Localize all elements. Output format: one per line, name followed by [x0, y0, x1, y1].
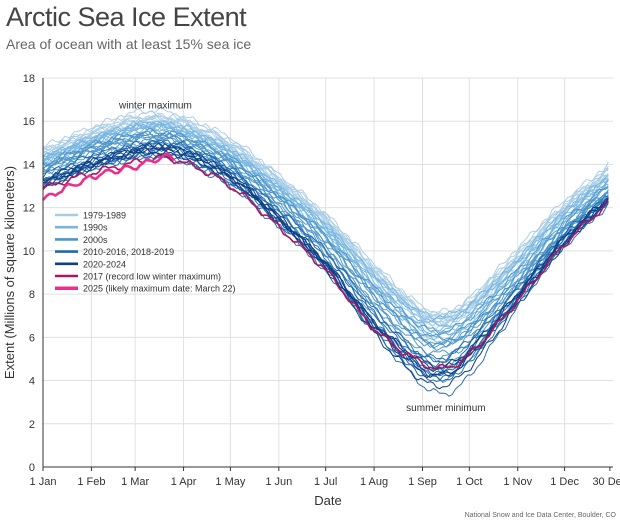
y-tick-label: 10	[23, 246, 35, 258]
chart-annotation: summer minimum	[406, 403, 485, 414]
y-tick-label: 14	[23, 159, 35, 171]
series-line-2017	[42, 153, 609, 370]
y-tick-label: 8	[29, 289, 35, 301]
x-tick-label: 1 Apr	[171, 476, 197, 488]
legend-label: 1979-1989	[83, 211, 126, 221]
series-line-2024	[42, 142, 609, 379]
series-line-1994	[42, 121, 609, 328]
x-tick-label: 1 Jan	[30, 476, 57, 488]
series-line-2021	[42, 147, 609, 370]
legend-label: 2025 (likely maximum date: March 22)	[83, 284, 236, 294]
chart-subtitle: Area of ocean with at least 15% sea ice	[6, 36, 252, 52]
legend-label: 2020-2024	[83, 259, 126, 269]
x-axis-label: Date	[314, 493, 341, 508]
series-line-1996	[42, 123, 609, 320]
x-tick-label: 1 May	[215, 476, 245, 488]
series-lines	[42, 106, 609, 397]
x-tick-label: 30 Dec	[592, 476, 620, 488]
axes: 0 2 4 6 8 10 12 14 16 18 1 Jan 1 Feb 1 Mar 1 Apr 1 May…	[2, 73, 620, 508]
x-tick-label: 1 Feb	[77, 476, 105, 488]
x-tick-label: 1 Oct	[456, 476, 482, 488]
series-line-2025	[42, 152, 176, 201]
x-tick-label: 1 Mar	[121, 476, 149, 488]
source-credit: National Snow and Ice Data Center, Bould…	[464, 512, 616, 519]
y-tick-label: 0	[29, 462, 35, 474]
legend-label: 2010-2016, 2018-2019	[83, 247, 174, 257]
x-tick-label: 1 Jul	[314, 476, 337, 488]
y-tick-label: 2	[29, 419, 35, 431]
chart-title: Arctic Sea Ice Extent	[6, 2, 247, 32]
y-tick-label: 6	[29, 332, 35, 344]
series-line-1986	[43, 112, 609, 319]
legend-label: 2017 (record low winter maximum)	[83, 272, 221, 282]
y-tick-label: 18	[23, 73, 35, 85]
x-tick-label: 1 Dec	[550, 476, 579, 488]
series-line-2001	[42, 127, 609, 336]
legend-label: 1990s	[83, 223, 108, 233]
y-axis-label: Extent (Millions of square kilometers)	[2, 166, 17, 379]
y-tick-label: 4	[29, 376, 35, 388]
series-line-1995	[42, 125, 609, 344]
annotations: winter maximum summer minimum	[118, 100, 486, 414]
x-tick-label: 1 Nov	[503, 476, 532, 488]
x-tick-label: 1 Sep	[408, 476, 437, 488]
legend-label: 2000s	[83, 235, 108, 245]
x-tick-label: 1 Aug	[360, 476, 388, 488]
y-tick-label: 12	[23, 203, 35, 215]
legend: 1979-1989 1990s 2000s 2010-2016, 2018-2019 2…	[55, 211, 236, 294]
series-line-2003	[42, 131, 609, 349]
chart-annotation: winter maximum	[118, 100, 192, 111]
x-tick-label: 1 Jun	[265, 476, 292, 488]
y-tick-label: 16	[23, 116, 35, 128]
